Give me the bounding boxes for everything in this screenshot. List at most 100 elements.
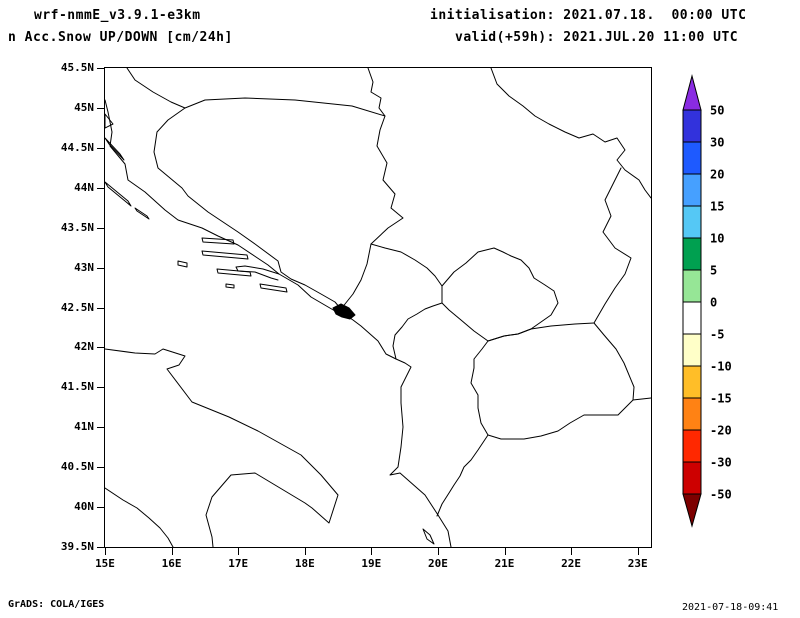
colorbar-tick-label: -10 [710,360,732,374]
border-serbia-bulgaria [593,167,632,324]
lat-tick [97,387,104,389]
lat-tick [97,267,104,269]
colorbar-segment [682,461,702,495]
island-outline [259,283,288,293]
colorbar-segment [682,205,702,239]
island-outline [225,283,235,289]
colorbar-tick-label: -5 [710,328,724,342]
island-outline [177,260,188,268]
colorbar-segment [682,365,702,399]
colorbar-segment [682,301,702,335]
colorbar-tick-label: -15 [710,392,732,406]
lon-label: 15E [95,557,115,570]
lon-label: 16E [161,557,182,570]
colorbar-tick-label: 10 [710,232,724,246]
lon-label: 17E [228,557,249,570]
colorbar-tick-label: 5 [710,264,717,278]
map-frame [104,67,652,548]
lat-tick [97,347,104,349]
lon-tick [437,548,439,555]
lat-label: 41.5N [60,380,94,394]
coastline-italy-tyrrhenian [105,487,174,547]
colorbar-segment [682,333,702,367]
colorbar-tick-label: -50 [710,488,732,502]
colorbar-segment [682,173,702,207]
lon-label: 22E [561,557,582,570]
border-sava-drina [126,68,404,245]
border-montenegro-albania [392,302,443,360]
model-title: wrf-nmmE_v3.9.1-e3km [34,8,201,23]
lat-label: 45.5N [60,61,94,74]
border-serbia-romania-danube [490,68,651,199]
island-outline [105,137,125,161]
lat-label: 40.5N [60,460,94,474]
lon-tick [304,548,306,555]
colorbar-tick-label: 30 [710,136,724,150]
colorbar-arrow-top [682,74,702,111]
border-bosnia-montenegro [340,243,372,310]
lat-label: 40N [74,500,94,514]
island-outline [105,113,114,129]
lon-label: 19E [361,557,382,570]
lat-label: 44N [74,180,94,194]
lon-label: 20E [427,557,448,570]
grads-stamp: GrADS: COLA/IGES [8,599,105,610]
lon-tick [637,548,639,555]
colorbar-segment [682,397,702,431]
lat-label: 42N [74,340,94,354]
lat-tick [97,547,104,548]
colorbar-tick-label: 20 [710,168,724,182]
border-greece-bulgaria [632,397,651,401]
lon-tick [171,548,173,555]
lat-label: 43.5N [60,220,94,234]
border-kosovo-outline [441,247,559,342]
lat-label: 42.5N [60,300,94,314]
lat-tick [97,467,104,469]
border-albania-macedonia [470,340,489,436]
colorbar-segment [682,429,702,463]
lon-tick [504,548,506,555]
border-serbia-macedonia [487,322,595,342]
border-macedonia-bulgaria [593,322,635,401]
lon-label: 23E [627,557,648,570]
lon-label: 18E [294,557,315,570]
lat-tick [97,147,104,149]
colorbar-arrow-bottom [682,493,702,528]
colorbar-segment [682,269,702,303]
init-time-label: initialisation: 2021.07.18. 00:00 UTC [430,8,747,23]
colorbar-segment [682,109,702,143]
lat-tick [97,68,104,69]
lat-tick [97,307,104,309]
lat-label: 44.5N [60,140,94,154]
lat-label: 45N [74,100,94,114]
island-outline [201,250,249,260]
lon-tick [571,548,573,555]
colorbar-tick-label: -20 [710,424,732,438]
lat-tick [97,427,104,429]
lat-tick [97,187,104,189]
creation-timestamp: 2021-07-18-09:41 [682,602,779,613]
lat-tick [97,507,104,509]
border-croatia-serbia [367,68,386,117]
colorbar-segment [682,237,702,271]
colorbar-tick-label: 0 [710,296,717,310]
lat-tick [97,107,104,109]
island-outline [422,528,435,545]
border-montenegro-serbia [370,243,443,287]
lat-label: 39.5N [60,540,94,553]
lat-tick [97,227,104,229]
lon-tick [238,548,240,555]
border-greece-macedonia [487,399,634,440]
island-outline [134,207,150,220]
lon-tick [105,548,106,555]
colorbar-tick-label: 15 [710,200,724,214]
island-outline [201,237,235,245]
island-outline [216,268,252,277]
product-title: n Acc.Snow UP/DOWN [cm/24h] [8,30,233,45]
coastline-balkan [105,99,452,547]
valid-time-label: valid(+59h): 2021.JUL.20 11:00 UTC [455,30,739,45]
colorbar-tick-label: -30 [710,456,732,470]
lat-label: 41N [74,420,94,434]
